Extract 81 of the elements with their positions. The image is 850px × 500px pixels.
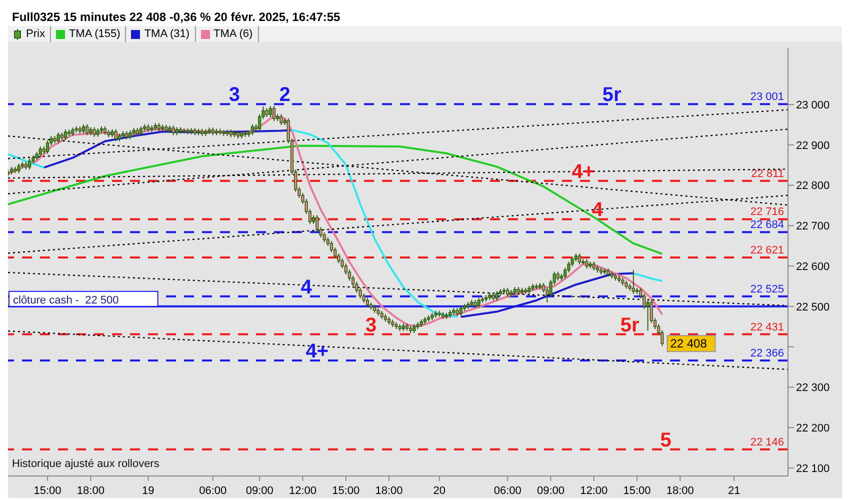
x-tick-label: 18:00 xyxy=(375,485,403,497)
ref-line-label: clôture cash - 22 500 xyxy=(13,294,119,306)
line-series xyxy=(290,128,458,318)
ref-line-label: 22 366 xyxy=(750,348,784,360)
x-tick-label: 12:00 xyxy=(580,485,608,497)
x-tick-label: 12:00 xyxy=(288,485,317,497)
ref-line-label: 22 811 xyxy=(751,168,784,180)
annotation: 2 xyxy=(279,84,290,106)
candlestick xyxy=(578,253,582,265)
annotation: 4 xyxy=(300,276,313,298)
x-tick-label: 21 xyxy=(728,485,740,497)
candlestick xyxy=(56,132,60,144)
y-tick-label: 22 100 xyxy=(796,462,830,475)
candlestick xyxy=(495,290,498,302)
annotation: 4 xyxy=(592,199,604,222)
chart-title: Full0325 15 minutes 22 408 -0,36 % 20 févr. 2025, 16:47:55 xyxy=(8,8,842,26)
ref-line-label: 22 621 xyxy=(750,244,784,257)
text: 22 408 xyxy=(670,336,707,351)
annotation: 5r xyxy=(602,84,622,106)
legend-label: Prix xyxy=(26,28,45,40)
candlestick xyxy=(38,146,42,158)
candlestick xyxy=(268,106,272,118)
y-tick-label: 22 300 xyxy=(796,382,830,394)
x-tick-label: 15:00 xyxy=(332,485,360,497)
ref-line-label: 23 001 xyxy=(750,91,784,104)
x-tick-label: 09:00 xyxy=(246,485,274,497)
candlestick xyxy=(477,297,480,309)
candlestick xyxy=(366,297,370,308)
annotation: 5 xyxy=(660,429,672,452)
candlestick xyxy=(632,270,635,294)
x-tick-label: 19 xyxy=(142,485,154,497)
candlestick xyxy=(646,299,650,332)
ref-line-label: 22 146 xyxy=(750,436,784,448)
ref-line-label: 22 525 xyxy=(750,283,784,296)
ref-line-label: 22 716 xyxy=(750,206,784,218)
x-tick-label: 18:00 xyxy=(76,485,104,497)
x-tick-label: 15:00 xyxy=(34,485,62,497)
candlestick xyxy=(322,232,326,243)
y-tick-label: 22 900 xyxy=(796,140,830,152)
x-tick-label: 15:00 xyxy=(623,485,651,497)
x-tick-label: 18:00 xyxy=(666,485,694,497)
candlestick xyxy=(459,306,462,317)
y-tick-label: 22 500 xyxy=(796,301,830,314)
annotation: 4+ xyxy=(306,340,329,363)
candlestick xyxy=(585,258,588,269)
candlestick xyxy=(139,126,143,137)
legend-label: TMA (6) xyxy=(214,28,253,40)
candlestick xyxy=(86,124,89,136)
candlestick xyxy=(82,124,86,134)
y-tick-label: 22 200 xyxy=(796,422,830,434)
x-tick-label: 09:00 xyxy=(537,485,565,497)
y-tick-label: 22 700 xyxy=(796,220,830,233)
candlestick xyxy=(114,128,118,142)
annotation: 5r xyxy=(620,314,640,336)
ref-line-label: 22 431 xyxy=(750,321,784,334)
candlestick xyxy=(92,126,96,138)
y-tick-label: 22 600 xyxy=(796,260,830,273)
candlestick xyxy=(570,256,574,267)
y-tick-label: 23 000 xyxy=(796,99,830,112)
legend-label: TMA (155) xyxy=(68,28,120,40)
annotation: 4+ xyxy=(572,160,595,183)
x-tick-label: 06:00 xyxy=(199,485,227,497)
x-tick-label: 06:00 xyxy=(494,485,522,497)
candlestick xyxy=(250,124,254,136)
annotation: Historique ajusté aux rollovers xyxy=(12,458,160,470)
legend-label: TMA (31) xyxy=(144,28,190,40)
y-tick-label: 22 800 xyxy=(796,180,830,192)
line-series xyxy=(460,272,634,318)
candlestick xyxy=(64,129,68,141)
line-series xyxy=(42,128,293,169)
line-series xyxy=(8,144,664,255)
candlestick xyxy=(28,158,32,170)
candlestick xyxy=(272,106,276,122)
candlestick xyxy=(46,140,50,154)
candlestick xyxy=(172,125,175,136)
x-tick-label: 20 xyxy=(433,485,446,497)
annotation: 3 xyxy=(228,84,240,106)
candlestick xyxy=(17,162,20,174)
ref-line-label: 22 684 xyxy=(750,219,784,232)
annotation: 3 xyxy=(365,314,377,336)
candlestick xyxy=(280,114,283,126)
